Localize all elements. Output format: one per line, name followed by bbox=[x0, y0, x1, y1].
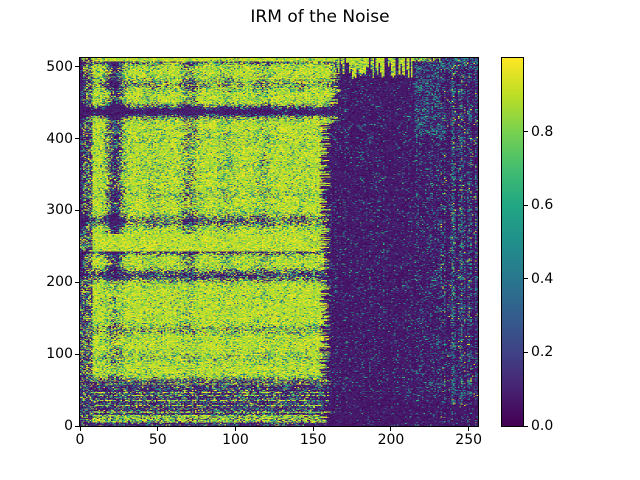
colorbar-tick-mark bbox=[524, 131, 528, 133]
colorbar-tick-label: 0.2 bbox=[531, 344, 554, 361]
x-tick-label: 200 bbox=[377, 432, 405, 448]
x-tick-label: 0 bbox=[75, 432, 85, 448]
colorbar-tick-mark bbox=[524, 425, 528, 427]
x-tick-mark bbox=[468, 427, 470, 431]
colorbar-canvas bbox=[502, 58, 523, 426]
y-tick-label: 400 bbox=[46, 130, 73, 147]
heatmap-canvas bbox=[80, 58, 478, 426]
colorbar-tick-label: 0.4 bbox=[531, 270, 554, 287]
x-tick-label: 250 bbox=[455, 432, 483, 448]
y-tick-label: 200 bbox=[46, 274, 73, 291]
colorbar bbox=[501, 57, 524, 427]
y-tick-label: 500 bbox=[46, 58, 73, 75]
x-tick-label: 100 bbox=[222, 432, 249, 448]
colorbar-tick-label: 0.6 bbox=[531, 197, 554, 214]
colorbar-tick-mark bbox=[524, 204, 528, 206]
colorbar-tick-mark bbox=[524, 278, 528, 280]
chart-title: IRM of the Noise bbox=[250, 7, 390, 27]
y-tick-label: 0 bbox=[64, 418, 73, 434]
x-tick-mark bbox=[79, 427, 81, 431]
y-tick-label: 100 bbox=[46, 346, 73, 363]
plot-area bbox=[79, 57, 479, 427]
x-tick-mark bbox=[390, 427, 392, 431]
colorbar-tick-label: 0.0 bbox=[531, 418, 554, 434]
x-tick-label: 150 bbox=[299, 432, 327, 448]
colorbar-tick-label: 0.8 bbox=[531, 123, 554, 140]
x-tick-label: 50 bbox=[148, 432, 167, 448]
x-tick-mark bbox=[312, 427, 314, 431]
colorbar-tick-mark bbox=[524, 351, 528, 353]
x-tick-mark bbox=[157, 427, 159, 431]
x-tick-mark bbox=[234, 427, 236, 431]
y-tick-label: 300 bbox=[46, 202, 73, 219]
